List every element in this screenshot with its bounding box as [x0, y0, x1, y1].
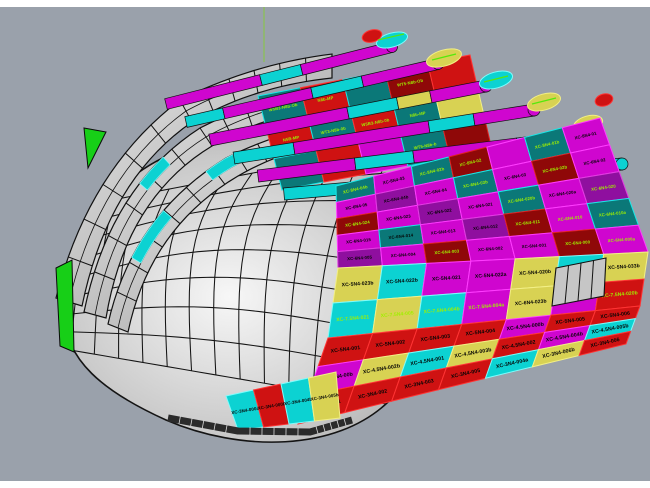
panel-XC-6N4-004[interactable]: [380, 243, 428, 267]
panel-XC-5N4-021[interactable]: [421, 260, 472, 297]
panel-XC-6N4-023b[interactable]: [505, 285, 556, 321]
patch-frame-line: [564, 265, 569, 304]
panel-XC-5N4-022a[interactable]: [465, 258, 516, 294]
panel-XC-6N4-000a[interactable]: [594, 224, 649, 255]
cyan-sliver-accent: [139, 156, 171, 191]
keel-tick: [178, 416, 181, 425]
green-streak-highlight: [377, 33, 405, 41]
panel-XC-3N4-006[interactable]: [578, 330, 632, 357]
panel-XC-6N4-012[interactable]: [461, 213, 511, 241]
panel-XC-6N4-011[interactable]: [503, 208, 554, 238]
panel-XC-5N4-033b[interactable]: [598, 251, 649, 283]
panel-XC-6N4-001[interactable]: [508, 232, 561, 260]
green-highlight-panel[interactable]: [83, 127, 107, 170]
green-streak-highlight: [531, 97, 557, 105]
keel-tick: [322, 424, 326, 432]
strake-tongue[interactable]: [375, 29, 410, 51]
strake-tongue[interactable]: [361, 27, 384, 44]
panel-XC-7.5N4-004a[interactable]: [461, 288, 512, 325]
panel-XC-7.5N4-021[interactable]: [327, 299, 379, 339]
panel-XC-7.5N4-005[interactable]: [371, 295, 423, 334]
panel-XC-6N4-005[interactable]: [337, 247, 383, 269]
green-streak-highlight: [431, 53, 457, 61]
panel-XC-6N4-010a[interactable]: [586, 197, 640, 230]
strake-tongue[interactable]: [477, 68, 514, 93]
panel-XC-6N4-003[interactable]: [422, 239, 472, 264]
panel-grid-bottom-tail: XC-3N4-000aXC-3N4-000bXC-3N4-004bXC-3N4-…: [225, 371, 341, 431]
shell-band-0[interactable]: [55, 53, 333, 307]
keel-tick: [315, 426, 319, 434]
keel-tick: [225, 424, 228, 433]
green-streak-highlight: [483, 75, 509, 83]
strake-tongue[interactable]: [424, 45, 463, 70]
keel-tick: [201, 420, 205, 429]
panel-XC-5N4-020b[interactable]: [510, 256, 561, 290]
strake-end-tongues[interactable]: [361, 27, 615, 135]
keel-tick: [336, 420, 340, 428]
panel-XC-5N4-022b[interactable]: [376, 262, 428, 301]
green-highlight-panel[interactable]: [55, 259, 75, 353]
keel-tick: [343, 418, 347, 426]
labeled-plate-panels[interactable]: XC-8N4-04bXC-8N4-03XC-8N4-02bXC-8N4-02XC…: [225, 117, 649, 431]
panel-grid-deck-top: XC-8N4-04bXC-8N4-03XC-8N4-02bXC-8N4-02XC…: [335, 117, 649, 269]
strake-tongue[interactable]: [525, 90, 562, 115]
keel-tick: [190, 418, 193, 427]
patch-frame-line: [590, 260, 594, 299]
cyan-sliver-accent: [131, 210, 172, 264]
keel-tick: [329, 422, 333, 430]
keel-tick: [213, 422, 216, 431]
strake-tongue[interactable]: [594, 92, 615, 108]
panel-XC-6N4-002[interactable]: [465, 235, 516, 262]
panel-XC-7.5N4-004b[interactable]: [416, 292, 467, 330]
detail-overlays: [167, 257, 607, 436]
panel-XC-5N4-023b[interactable]: [332, 265, 383, 304]
panel-XC-3N4-005b[interactable]: [307, 371, 341, 422]
panel-XC-6N4-010[interactable]: [544, 203, 597, 234]
panel-XC-6N4-000[interactable]: [551, 228, 605, 258]
patch-frame-line: [577, 262, 582, 302]
